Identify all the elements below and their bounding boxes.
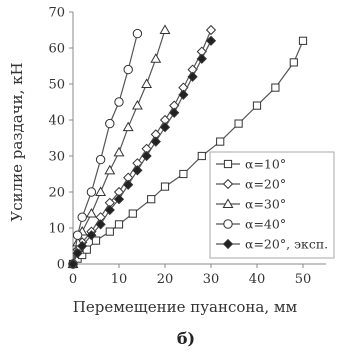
- x-tick-label: 0: [69, 272, 77, 287]
- x-axis-label: Перемещение пуансона, мм: [73, 298, 298, 316]
- y-axis-label: Усилие раздачи, кН: [8, 62, 26, 221]
- data-point: [271, 83, 280, 92]
- data-point: [159, 122, 171, 133]
- data-point: [289, 58, 298, 67]
- data-point: [128, 209, 137, 218]
- legend-marker: [222, 238, 234, 250]
- y-tick-label: 20: [48, 186, 65, 201]
- series-5: [67, 35, 217, 270]
- data-point: [197, 151, 206, 161]
- data-point: [95, 186, 107, 196]
- series-4: [68, 28, 143, 269]
- legend-label: α=40°: [245, 217, 286, 232]
- figure-caption: б): [177, 329, 195, 348]
- data-point: [85, 207, 97, 218]
- data-point: [95, 154, 106, 165]
- legend: α=10° α=20° α=30° α=40° α=20°, эксп.: [209, 151, 335, 259]
- data-point: [104, 164, 116, 175]
- data-point: [91, 236, 101, 245]
- legend-marker: [222, 198, 234, 208]
- data-point: [77, 212, 87, 222]
- data-point: [234, 119, 243, 128]
- x-tick-label: 20: [157, 272, 174, 287]
- y-tick-label: 60: [48, 42, 65, 57]
- plot-area: 0 10 20 30 40 50 60 70 0 10 20 30 40 50: [48, 6, 326, 287]
- y-tick-label: 0: [57, 258, 65, 273]
- data-point: [113, 194, 125, 205]
- data-point: [179, 169, 188, 179]
- data-point: [141, 78, 153, 88]
- data-point: [298, 36, 308, 45]
- x-tick-label: 50: [295, 272, 312, 287]
- y-tick-label: 10: [48, 222, 65, 237]
- data-point: [113, 146, 125, 157]
- legend-label: α=10°: [245, 157, 286, 172]
- legend-label: α=20°: [245, 177, 286, 192]
- x-tick-label: 30: [203, 272, 220, 287]
- data-point: [160, 182, 170, 191]
- y-tick-label: 70: [48, 6, 65, 21]
- data-point: [132, 28, 143, 39]
- data-point: [72, 248, 83, 259]
- data-point: [114, 97, 124, 107]
- series-3: [67, 24, 171, 268]
- data-point: [123, 64, 133, 75]
- data-point: [105, 227, 114, 236]
- data-point: [132, 165, 143, 176]
- data-point: [95, 219, 106, 230]
- x-tick-label: 40: [249, 272, 266, 287]
- y-tick-label: 40: [48, 114, 65, 129]
- data-point: [150, 53, 162, 63]
- data-point: [150, 136, 161, 147]
- data-point: [147, 195, 156, 204]
- legend-label: α=30°: [245, 197, 286, 212]
- data-point: [122, 121, 134, 132]
- data-point: [104, 204, 115, 216]
- data-point: [187, 71, 198, 82]
- data-point: [252, 101, 262, 110]
- data-point: [131, 99, 143, 110]
- data-point: [196, 53, 207, 64]
- data-point: [86, 187, 97, 197]
- data-point: [123, 179, 134, 190]
- legend-marker: [222, 178, 234, 190]
- data-point: [216, 137, 225, 146]
- data-point: [205, 24, 217, 36]
- legend-marker: [223, 159, 233, 169]
- data-point: [105, 118, 115, 129]
- data-point: [86, 230, 97, 241]
- y-tick-label: 50: [48, 78, 65, 93]
- data-point: [141, 150, 152, 162]
- data-point: [67, 258, 79, 270]
- data-point: [114, 220, 124, 229]
- data-point: [72, 230, 83, 240]
- legend-label: α=20°, эксп.: [245, 237, 328, 252]
- legend-marker: [223, 219, 233, 229]
- data-point: [77, 240, 88, 252]
- data-point: [205, 35, 217, 46]
- data-point: [159, 24, 171, 34]
- y-tick-label: 30: [48, 150, 65, 165]
- data-point: [178, 89, 189, 100]
- data-point: [169, 107, 180, 118]
- x-tick-label: 10: [111, 272, 128, 287]
